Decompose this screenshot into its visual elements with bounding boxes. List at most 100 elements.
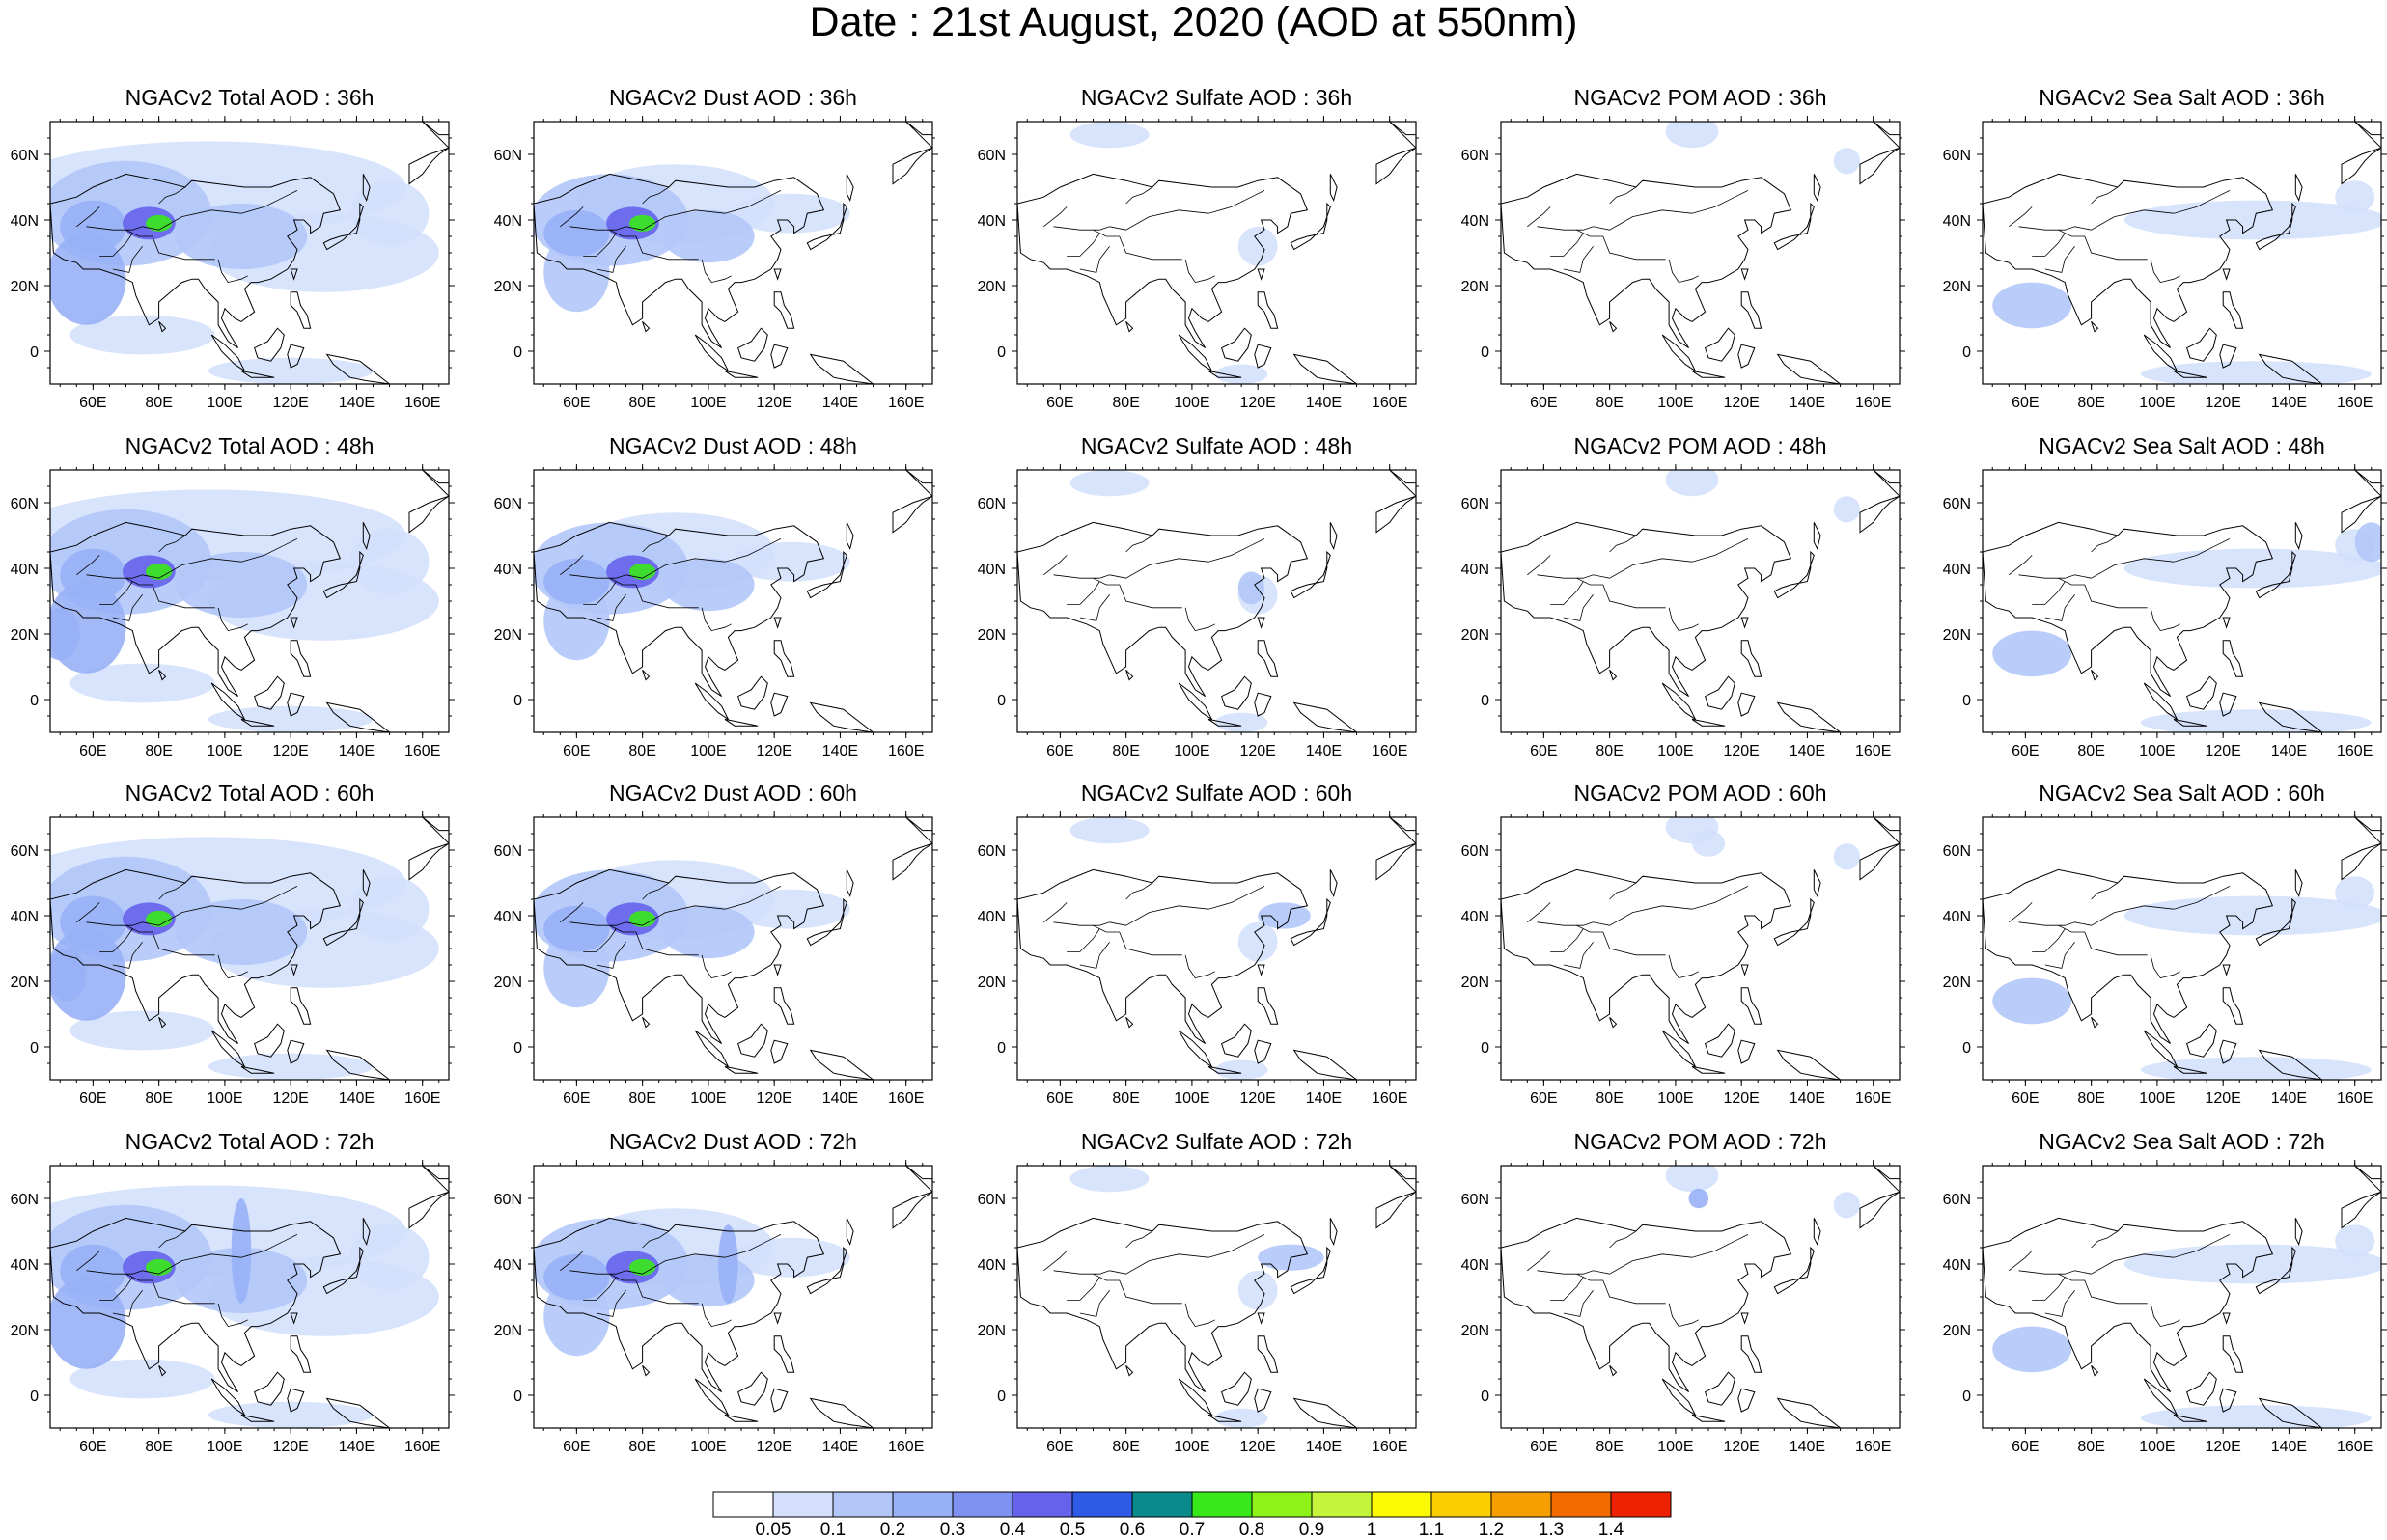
coastline — [2091, 1017, 2099, 1029]
country-border — [609, 924, 699, 956]
coastline — [892, 817, 932, 881]
lat-tick-label: 40N — [11, 909, 39, 925]
lon-tick-label: 100E — [207, 395, 242, 411]
aod-patch — [2140, 1057, 2372, 1080]
aod-patch — [718, 1224, 738, 1304]
aod-patch — [1069, 817, 1150, 844]
colorbar-label: 0.8 — [1239, 1520, 1264, 1535]
map-plot: 60E 80E 100E 120E 140E 160E 60N 40N 20N 0 — [11, 116, 455, 411]
aod-field — [1501, 470, 1900, 732]
lon-tick-label: 120E — [1723, 743, 1759, 759]
coastline — [408, 817, 449, 881]
aod-patch — [731, 889, 850, 929]
aod-patch — [1992, 977, 2072, 1025]
coastline — [1292, 1397, 1358, 1428]
lon-tick-label: 140E — [339, 1439, 375, 1455]
aod-patch — [1665, 1166, 1719, 1193]
coastline — [1813, 522, 1821, 551]
coastline — [408, 122, 449, 185]
coastline — [1983, 868, 2274, 1045]
country-border — [1067, 928, 1100, 952]
aod-patch — [2335, 180, 2375, 214]
coastline — [1254, 692, 1272, 717]
coastline — [2185, 327, 2217, 362]
coastline — [773, 987, 795, 1025]
map-plot: 60E 80E 100E 120E 140E 160E 60N 40N 20N 0 — [1943, 116, 2387, 411]
map-plot: 60E 80E 100E 120E 140E 160E 60N 40N 20N 0 — [11, 464, 455, 759]
lat-tick-label: 40N — [1461, 562, 1489, 578]
panel-title: NGACv2 Total AOD : 36h — [125, 85, 375, 110]
aod-patch — [1992, 1326, 2072, 1373]
country-border — [217, 259, 248, 284]
lat-tick-label: 40N — [978, 562, 1006, 578]
coastline — [694, 1030, 730, 1068]
country-border — [1668, 259, 1699, 284]
coastline — [1178, 1030, 1213, 1068]
aod-patch — [543, 1253, 610, 1301]
panel-title: NGACv2 Sea Salt AOD : 60h — [2039, 781, 2325, 806]
coastline — [210, 1378, 246, 1416]
aod-field — [50, 1166, 449, 1428]
coastline — [1220, 675, 1252, 710]
lat-tick-label: 60N — [978, 1192, 1006, 1208]
lat-tick-label: 60N — [11, 1192, 39, 1208]
coastline — [1329, 869, 1338, 898]
country-border — [125, 229, 215, 261]
coastline — [724, 1065, 759, 1074]
lon-tick-label: 120E — [1239, 743, 1275, 759]
aod-field — [1017, 122, 1416, 384]
country-border — [112, 245, 143, 273]
coastline — [892, 122, 932, 185]
coastline — [1859, 1166, 1900, 1229]
coastline — [408, 1166, 449, 1229]
lat-tick-label: 0 — [997, 693, 1006, 709]
lon-tick-label: 100E — [690, 743, 726, 759]
country-border — [560, 1251, 584, 1272]
country-border — [2058, 577, 2148, 609]
lat-tick-label: 20N — [1461, 627, 1489, 644]
coastline — [2255, 202, 2296, 251]
coastline — [1017, 1217, 1309, 1393]
aod-patch — [731, 193, 850, 234]
lat-tick-label: 40N — [1461, 909, 1489, 925]
country-border — [2032, 233, 2066, 257]
aod-patch — [175, 204, 308, 269]
coastline — [770, 1388, 789, 1413]
colorbar-label: 0.9 — [1299, 1520, 1324, 1535]
aod-field — [534, 1166, 932, 1428]
country-border — [1067, 581, 1100, 605]
country-border — [2044, 941, 2075, 969]
country-border — [158, 535, 186, 553]
coastline — [1609, 670, 1618, 681]
coastline — [325, 353, 391, 384]
coastline — [2219, 692, 2237, 717]
lat-tick-label: 60N — [1461, 148, 1489, 164]
country-border — [1053, 538, 1265, 579]
lat-tick-label: 40N — [1461, 213, 1489, 230]
coastline — [2222, 964, 2231, 976]
coastline — [2222, 640, 2244, 677]
lat-tick-label: 0 — [513, 1389, 522, 1405]
coastline — [1740, 640, 1762, 677]
map-frame — [1016, 816, 1417, 1081]
coastline — [534, 1217, 825, 1393]
lon-tick-label: 160E — [1372, 1090, 1407, 1107]
lat-tick-label: 60N — [978, 148, 1006, 164]
aod-patch — [349, 1224, 430, 1291]
coastline — [1292, 353, 1358, 384]
lon-tick-label: 100E — [1657, 1439, 1693, 1455]
lon-tick-label: 120E — [2205, 1439, 2240, 1455]
lon-tick-label: 60E — [79, 743, 106, 759]
country-border — [642, 882, 670, 900]
panel-title: NGACv2 Total AOD : 72h — [125, 1129, 375, 1154]
lat-tick-label: 20N — [11, 1323, 39, 1339]
aod-patch — [731, 1237, 850, 1278]
aod-patch — [1833, 843, 1861, 870]
lon-tick-label: 140E — [1790, 395, 1825, 411]
lon-tick-label: 160E — [1855, 1090, 1891, 1107]
map-plot: 60E 80E 100E 120E 140E 160E 60N 40N 20N 0 — [978, 1160, 1422, 1455]
coastline — [1609, 1365, 1618, 1377]
country-border — [560, 902, 584, 923]
lat-tick-label: 20N — [1943, 279, 1971, 295]
lon-tick-label: 60E — [2012, 1439, 2039, 1455]
